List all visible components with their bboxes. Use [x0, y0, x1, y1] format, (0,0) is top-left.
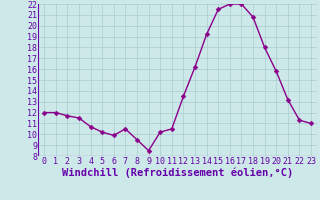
X-axis label: Windchill (Refroidissement éolien,°C): Windchill (Refroidissement éolien,°C) — [62, 168, 293, 178]
